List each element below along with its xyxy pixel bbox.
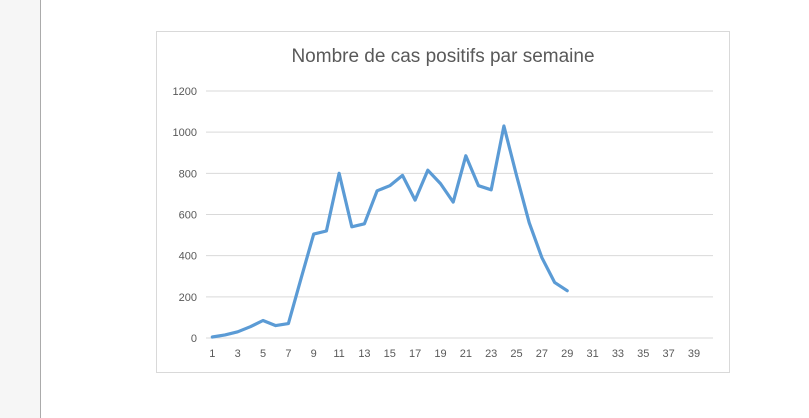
chart-object[interactable]: Nombre de cas positifs par semaine 0 200 4… bbox=[156, 31, 730, 373]
x-axis-tick-label: 5 bbox=[260, 348, 266, 360]
x-axis-tick-label: 11 bbox=[333, 348, 344, 360]
chart-title: Nombre de cas positifs par semaine bbox=[291, 46, 595, 67]
x-axis-tick-label: 37 bbox=[663, 348, 675, 360]
x-axis-tick-label: 3 bbox=[235, 348, 241, 360]
x-axis-tick-label: 27 bbox=[536, 348, 548, 360]
x-axis-tick-label: 29 bbox=[561, 348, 573, 360]
x-axis-tick-label: 13 bbox=[358, 348, 370, 360]
y-axis-tick-label: 1200 bbox=[173, 86, 197, 98]
x-axis-tick-label: 23 bbox=[485, 348, 497, 360]
series-line-cas-positifs bbox=[210, 124, 569, 339]
x-axis-tick-label: 31 bbox=[586, 348, 598, 360]
x-axis-tick-label: 15 bbox=[384, 348, 396, 360]
y-axis-tick-label: 800 bbox=[179, 168, 197, 180]
y-axis-tick-label: 0 bbox=[191, 333, 197, 345]
x-axis-tick-label: 39 bbox=[688, 348, 700, 360]
y-axis-tick-label: 1000 bbox=[173, 127, 197, 139]
page-margin-gutter bbox=[0, 0, 41, 418]
x-axis-tick-label: 19 bbox=[434, 348, 446, 360]
x-axis-tick-label: 7 bbox=[285, 348, 291, 360]
y-axis-tick-label: 200 bbox=[179, 292, 197, 304]
x-axis-tick-label: 9 bbox=[311, 348, 317, 360]
y-axis-tick-label: 400 bbox=[179, 251, 197, 263]
x-axis-tick-label: 25 bbox=[510, 348, 522, 360]
x-axis-tick-label: 33 bbox=[612, 348, 624, 360]
x-axis-tick-label: 35 bbox=[637, 348, 649, 360]
x-axis-tick-label: 17 bbox=[409, 348, 421, 360]
x-axis-tick-label: 21 bbox=[460, 348, 472, 360]
x-axis-tick-label: 1 bbox=[209, 348, 215, 360]
y-axis-tick-label: 600 bbox=[179, 210, 197, 222]
